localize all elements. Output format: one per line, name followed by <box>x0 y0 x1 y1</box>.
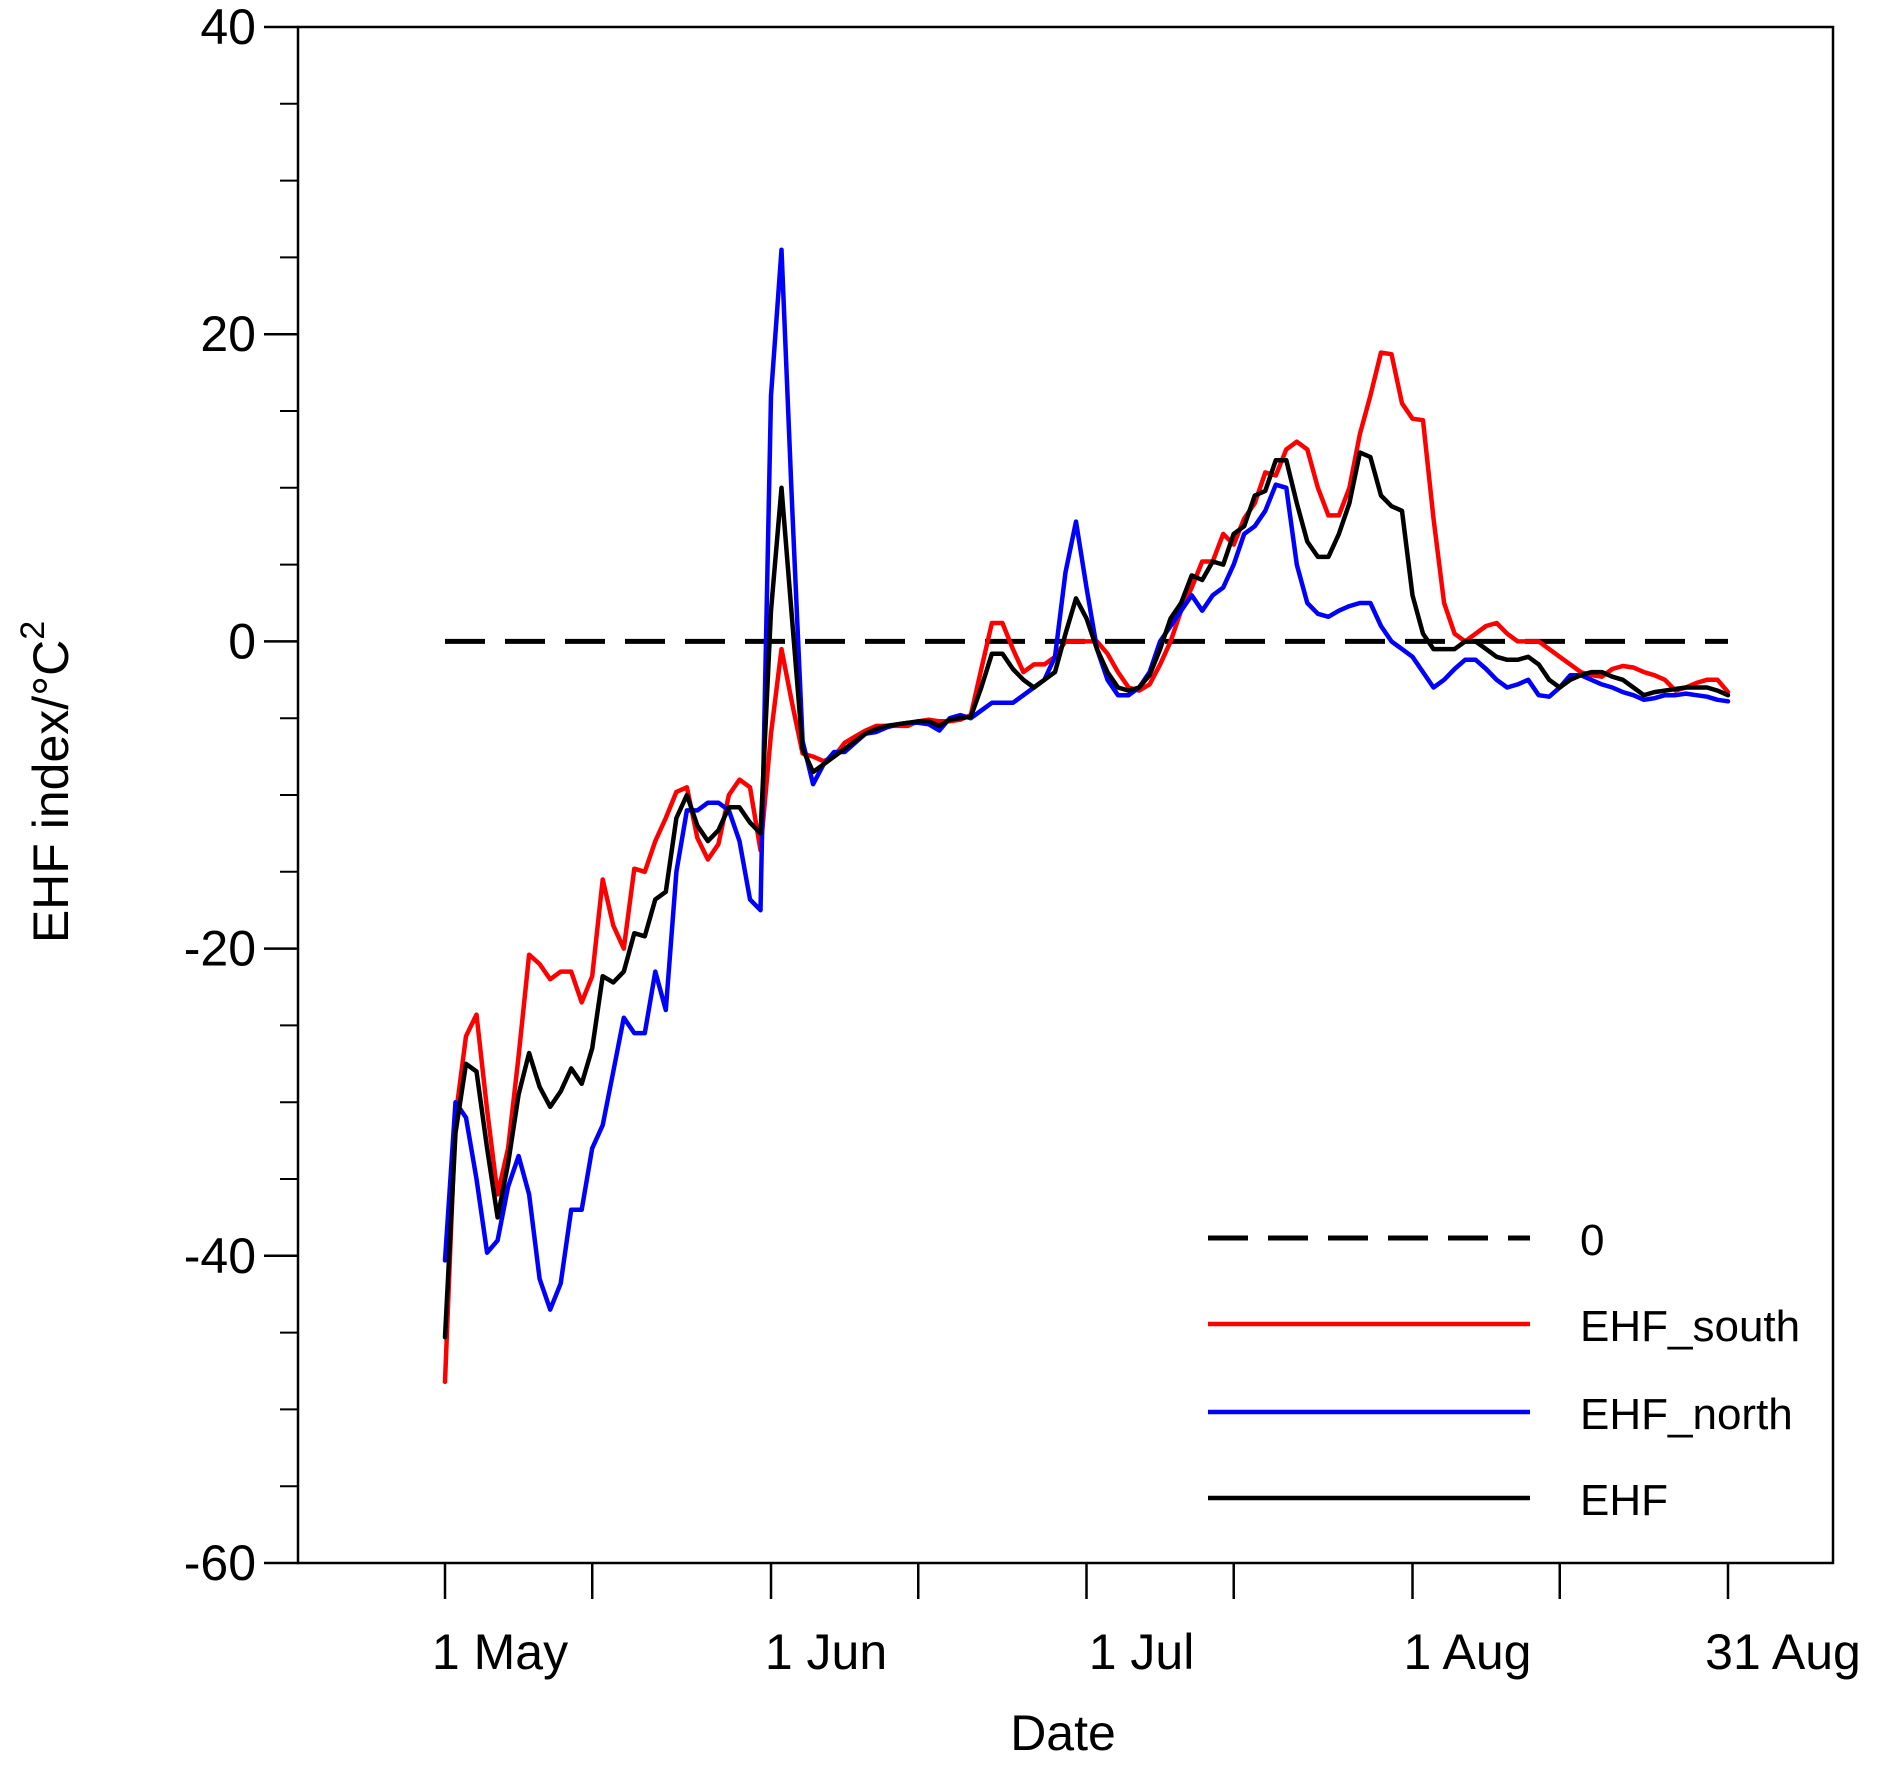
series-line-ehf-south <box>442 350 1731 1385</box>
y-axis-label: EHF index/°C2 <box>14 621 79 943</box>
series-line-ehf-north <box>442 247 1731 1312</box>
y-tick-label: 20 <box>200 306 256 362</box>
series-layer <box>442 247 1731 1385</box>
series-line-ehf <box>442 450 1731 1340</box>
y-axis-label-superscript: 2 <box>14 621 52 640</box>
legend-label: EHF_north <box>1580 1390 1793 1439</box>
x-axis-label: Date <box>1010 1705 1116 1761</box>
y-tick-label: 0 <box>228 613 256 669</box>
x-tick-label: 1 Jul <box>1089 1624 1195 1680</box>
legend-label: EHF_south <box>1580 1302 1800 1351</box>
x-tick-label: 1 May <box>432 1624 568 1680</box>
legend-label: 0 <box>1580 1216 1604 1265</box>
legend-label: EHF <box>1580 1476 1668 1525</box>
x-tick-label: 1 Jun <box>765 1624 887 1680</box>
y-tick-label: -20 <box>184 921 256 977</box>
y-axis-label-text: EHF index/°C <box>23 640 79 943</box>
y-tick-label: 40 <box>200 0 256 55</box>
y-tick-label: -40 <box>184 1228 256 1284</box>
axes-layer: -60 -40 -20 0 20 40 1 May 1 Jun 1 Jul 1 Aug 31 Aug <box>184 0 1861 1680</box>
x-tick-label: 1 Aug <box>1404 1624 1532 1680</box>
y-tick-label: -60 <box>184 1535 256 1591</box>
x-tick-label: 31 Aug <box>1705 1624 1861 1680</box>
legend: 0 EHF_south EHF_north EHF <box>1208 1216 1800 1525</box>
